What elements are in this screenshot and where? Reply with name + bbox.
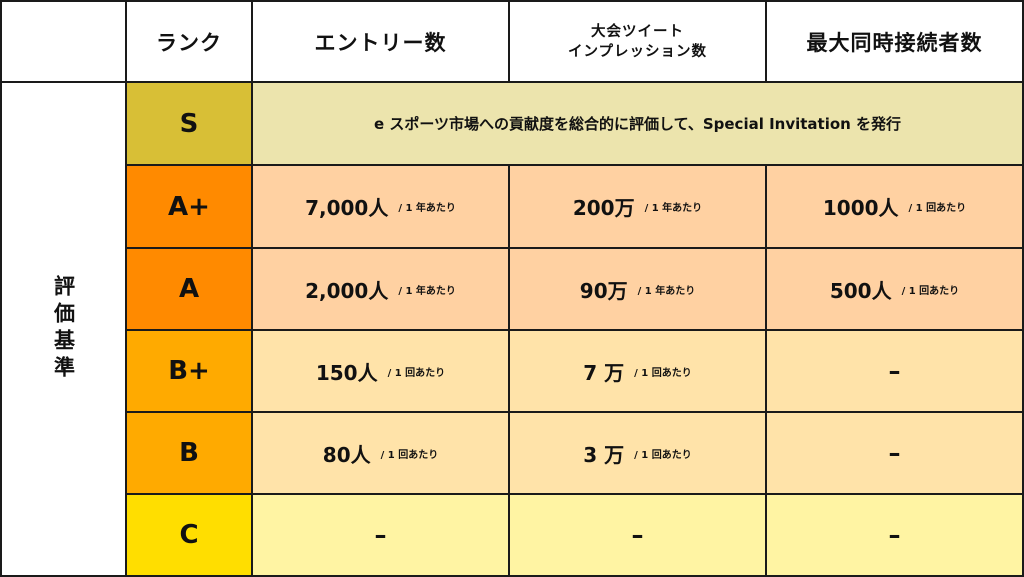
b-concurrent: – xyxy=(765,411,1024,495)
value: 1000人 xyxy=(822,196,899,220)
header-corner xyxy=(0,0,127,83)
unit: / 1 回あたり xyxy=(380,449,439,461)
s-description: e スポーツ市場への貢献度を総合的に評価して、Special Invitatio… xyxy=(251,81,1024,166)
value: 7 万 xyxy=(583,360,625,385)
rank-s: S xyxy=(125,81,253,166)
unit: / 1 回あたり xyxy=(634,449,692,461)
header-entries: エントリー数 xyxy=(251,0,510,83)
c-concurrent: – xyxy=(765,493,1024,577)
a-entries: 2,000人 / 1 年あたり xyxy=(251,247,510,331)
unit: / 1 年あたり xyxy=(644,203,703,214)
value: 150人 xyxy=(315,360,378,385)
value: 7,000人 xyxy=(305,196,389,220)
a-plus-concurrent: 1000人 / 1 回あたり xyxy=(765,164,1024,249)
side-label-cell: 評価基準 xyxy=(0,81,127,577)
unit: / 1 回あたり xyxy=(901,285,960,297)
header-tweet-line1: 大会ツイート xyxy=(591,23,684,40)
dash: – xyxy=(888,439,901,467)
dash: – xyxy=(888,521,901,549)
unit: / 1 年あたり xyxy=(398,285,456,297)
value: 200万 xyxy=(572,196,635,220)
rank-b: B xyxy=(125,411,253,495)
a-plus-tweets: 200万 / 1 年あたり xyxy=(508,164,767,249)
value: 90万 xyxy=(579,278,628,303)
header-tweet-line2: インプレッション数 xyxy=(567,43,708,60)
rank-a-plus: A+ xyxy=(125,164,253,249)
unit: / 1 回あたり xyxy=(387,367,446,379)
header-concurrent: 最大同時接続者数 xyxy=(765,0,1024,83)
b-tweets: 3 万 / 1 回あたり xyxy=(508,411,767,495)
unit: / 1 回あたり xyxy=(634,367,692,379)
b-entries: 80人 / 1 回あたり xyxy=(251,411,510,495)
rank-b-plus: B+ xyxy=(125,329,253,413)
rank-a: A xyxy=(125,247,253,331)
header-tweet-impressions: 大会ツイート インプレッション数 xyxy=(508,0,767,83)
value: 500人 xyxy=(829,278,892,303)
a-plus-entries: 7,000人 / 1 年あたり xyxy=(251,164,510,249)
a-concurrent: 500人 / 1 回あたり xyxy=(765,247,1024,331)
header-rank: ランク xyxy=(125,0,253,83)
value: 2,000人 xyxy=(305,278,389,303)
unit: / 1 年あたり xyxy=(637,285,696,297)
dash: – xyxy=(374,521,387,549)
c-tweets: – xyxy=(508,493,767,577)
b-plus-concurrent: – xyxy=(765,329,1024,413)
dash: – xyxy=(888,357,901,385)
dash: – xyxy=(631,521,644,549)
unit: / 1 回あたり xyxy=(908,203,967,214)
c-entries: – xyxy=(251,493,510,577)
unit: / 1 年あたり xyxy=(398,203,456,214)
value: 80人 xyxy=(322,442,371,467)
b-plus-tweets: 7 万 / 1 回あたり xyxy=(508,329,767,413)
a-tweets: 90万 / 1 年あたり xyxy=(508,247,767,331)
value: 3 万 xyxy=(583,442,625,467)
rank-c: C xyxy=(125,493,253,577)
b-plus-entries: 150人 / 1 回あたり xyxy=(251,329,510,413)
side-label: 評価基準 xyxy=(51,275,76,383)
